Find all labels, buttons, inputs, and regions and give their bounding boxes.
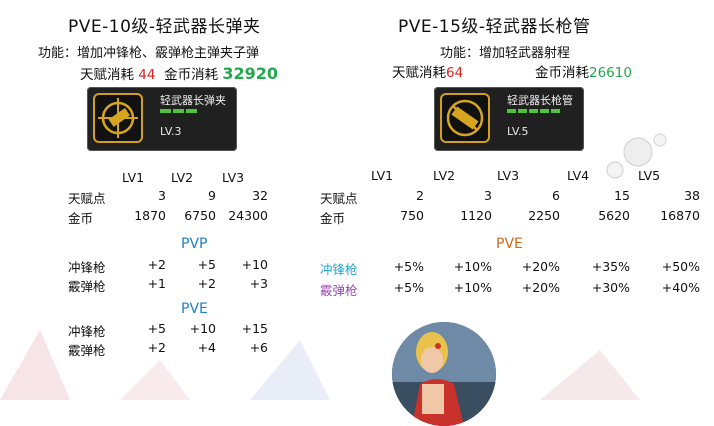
left-talent-value: 44 bbox=[138, 67, 156, 83]
left-mod-name: 轻武器长弹夹 bbox=[160, 94, 226, 107]
left-cost: 天赋消耗 44 金币消耗 32920 bbox=[80, 63, 278, 83]
right-gold-lv3: 2250 bbox=[528, 208, 560, 223]
right-talent-cost: 天赋消耗64 bbox=[392, 61, 463, 81]
right-pve-shotgun-lv5: +40% bbox=[661, 280, 700, 295]
right-pve-title: PVE bbox=[496, 236, 523, 252]
right-talent-lv1: 2 bbox=[416, 188, 424, 203]
right-pve-smg-lv3: +20% bbox=[521, 259, 560, 274]
right-gold-lv1: 750 bbox=[400, 208, 424, 223]
left-pvp-title: PVP bbox=[181, 236, 208, 252]
left-level-3: LV3 bbox=[222, 170, 245, 185]
right-pve-shotgun-lv2: +10% bbox=[453, 280, 492, 295]
left-talent-label: 天赋消耗 bbox=[80, 67, 134, 83]
right-gold-lv2: 1120 bbox=[460, 208, 492, 223]
left-talent-lv2: 9 bbox=[208, 188, 216, 203]
left-gold-lv3: 24300 bbox=[228, 208, 268, 223]
left-pve-smg-lv2: +10 bbox=[189, 321, 216, 336]
left-pve-smg-lv3: +15 bbox=[241, 321, 268, 336]
left-gold-value: 32920 bbox=[222, 64, 279, 83]
left-gold-lv1: 1870 bbox=[134, 208, 166, 223]
right-talent-row-label: 天赋点 bbox=[320, 191, 358, 206]
right-gold-lv5: 16870 bbox=[660, 208, 700, 223]
right-level-1: LV1 bbox=[371, 168, 394, 183]
left-mod-card: 轻武器长弹夹 LV.3 bbox=[87, 87, 237, 151]
left-pve-smg-label: 冲锋枪 bbox=[68, 324, 106, 339]
right-gold-row-label: 金币 bbox=[320, 211, 346, 226]
background-decoration bbox=[0, 133, 667, 400]
left-pvp-shotgun-lv1: +1 bbox=[147, 276, 166, 291]
right-level-5: LV5 bbox=[638, 168, 661, 183]
left-talent-row-label: 天赋点 bbox=[68, 191, 106, 206]
right-mod-name: 轻武器长枪管 bbox=[507, 94, 573, 107]
crosshair-bullets-icon bbox=[93, 93, 143, 143]
left-mod-level: LV.3 bbox=[160, 125, 182, 138]
right-talent-lv4: 15 bbox=[614, 188, 630, 203]
left-pve-shotgun-lv1: +2 bbox=[147, 340, 166, 355]
right-talent-lv2: 3 bbox=[484, 188, 492, 203]
right-mod-card: 轻武器长枪管 LV.5 bbox=[434, 87, 584, 151]
right-function: 功能：增加轻武器射程 bbox=[440, 46, 571, 61]
left-pve-smg-lv1: +5 bbox=[147, 321, 166, 336]
left-level-2: LV2 bbox=[171, 170, 194, 185]
right-gold-label: 金币消耗 bbox=[535, 65, 589, 81]
right-pve-smg-lv2: +10% bbox=[453, 259, 492, 274]
left-pvp-smg-label: 冲锋枪 bbox=[68, 260, 106, 275]
right-talent-value: 64 bbox=[446, 65, 464, 81]
right-pve-smg-lv4: +35% bbox=[591, 259, 630, 274]
left-talent-lv3: 32 bbox=[252, 188, 268, 203]
left-function: 功能：增加冲锋枪、霰弹枪主弹夹子弹 bbox=[38, 46, 260, 61]
left-pvp-shotgun-lv3: +3 bbox=[249, 276, 268, 291]
left-pve-shotgun-lv2: +4 bbox=[197, 340, 216, 355]
left-pve-title: PVE bbox=[181, 301, 208, 317]
right-level-3: LV3 bbox=[497, 168, 520, 183]
right-gold-cost: 金币消耗26610 bbox=[535, 61, 632, 81]
left-gold-label: 金币消耗 bbox=[164, 67, 219, 83]
right-pve-shotgun-lv3: +20% bbox=[521, 280, 560, 295]
left-level-1: LV1 bbox=[122, 170, 145, 185]
right-level-2: LV2 bbox=[433, 168, 456, 183]
right-pve-shotgun-lv1: +5% bbox=[393, 280, 424, 295]
right-pve-smg-lv1: +5% bbox=[393, 259, 424, 274]
right-title: PVE-15级-轻武器长枪管 bbox=[398, 17, 591, 37]
right-pve-smg-lv5: +50% bbox=[661, 259, 700, 274]
right-pve-shotgun-label: 霰弹枪 bbox=[320, 283, 358, 298]
left-pvp-shotgun-lv2: +2 bbox=[197, 276, 216, 291]
right-talent-lv3: 6 bbox=[552, 188, 560, 203]
left-title: PVE-10级-轻武器长弹夹 bbox=[68, 17, 261, 37]
right-mod-level-bars bbox=[507, 109, 560, 113]
left-pvp-shotgun-label: 霰弹枪 bbox=[68, 279, 106, 294]
right-gold-value: 26610 bbox=[589, 65, 632, 81]
right-pve-smg-label: 冲锋枪 bbox=[320, 262, 358, 277]
character-portrait bbox=[392, 322, 496, 426]
barrel-icon bbox=[440, 93, 490, 143]
left-mod-level-bars bbox=[160, 109, 197, 113]
left-pvp-smg-lv3: +10 bbox=[241, 257, 268, 272]
left-gold-lv2: 6750 bbox=[184, 208, 216, 223]
right-talent-label: 天赋消耗 bbox=[392, 65, 446, 81]
right-pve-shotgun-lv4: +30% bbox=[591, 280, 630, 295]
left-pvp-smg-lv1: +2 bbox=[147, 257, 166, 272]
right-talent-lv5: 38 bbox=[684, 188, 700, 203]
right-level-4: LV4 bbox=[567, 168, 590, 183]
left-gold-row-label: 金币 bbox=[68, 211, 94, 226]
left-talent-lv1: 3 bbox=[158, 188, 166, 203]
left-pve-shotgun-lv3: +6 bbox=[249, 340, 268, 355]
left-pve-shotgun-label: 霰弹枪 bbox=[68, 343, 106, 358]
left-pvp-smg-lv2: +5 bbox=[197, 257, 216, 272]
right-mod-level: LV.5 bbox=[507, 125, 529, 138]
right-gold-lv4: 5620 bbox=[598, 208, 630, 223]
